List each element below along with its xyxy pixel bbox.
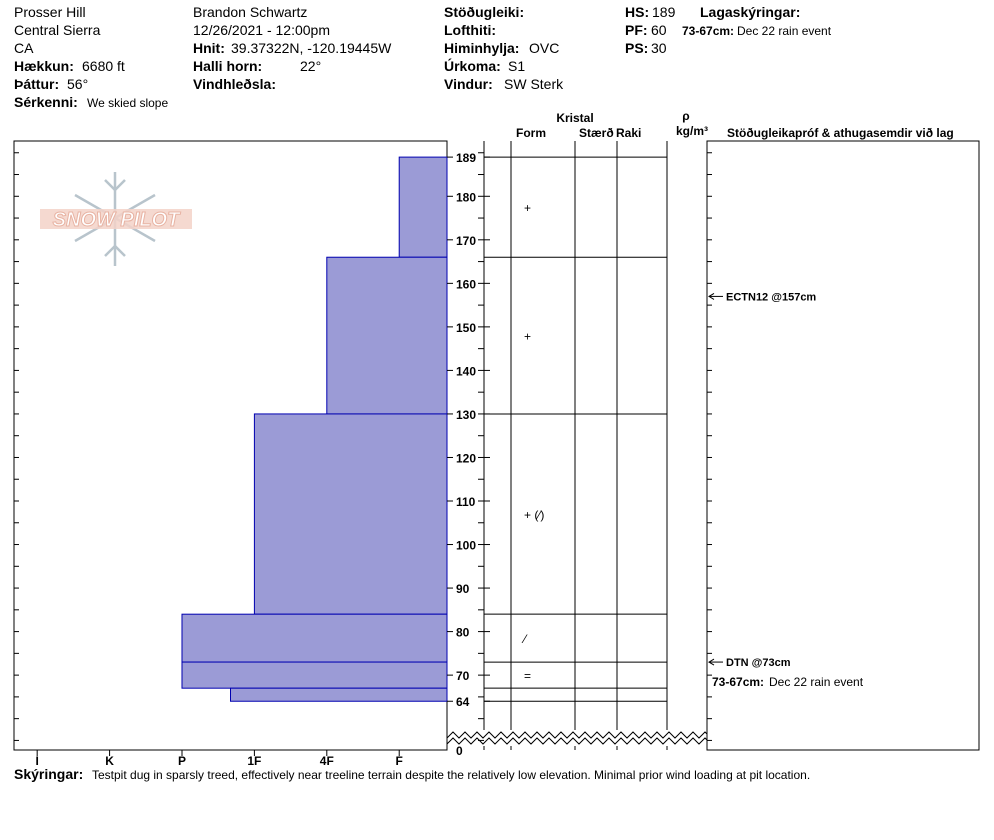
field-value: 22° <box>300 58 321 74</box>
field-value: SW Sterk <box>504 76 564 92</box>
break-mask <box>448 730 706 746</box>
field-label: Lagaskýringar: <box>700 4 800 20</box>
footer-label: Skýringar: <box>14 766 83 782</box>
layer-bar <box>181 661 448 689</box>
comments-frame <box>706 140 980 751</box>
y-tick-label: 170 <box>456 234 476 248</box>
layer-bar <box>181 613 448 663</box>
field-label: HS: <box>625 4 649 20</box>
y-tick-label: 150 <box>456 321 476 335</box>
field-value: 30 <box>651 40 667 56</box>
y-tick-label: 160 <box>456 277 476 291</box>
x-tick-label: I <box>35 754 38 768</box>
y-tick-label: 189 <box>456 151 476 165</box>
grain-form: + (⁄) <box>524 508 544 522</box>
grain-form: + <box>524 330 531 344</box>
field-value: 60 <box>651 22 667 38</box>
layer-bar <box>398 156 448 258</box>
test-label: DTN @73cm <box>726 657 791 669</box>
field-label: Vindhleðsla: <box>193 76 276 92</box>
layer-bar <box>230 687 448 702</box>
y-tick-label: 130 <box>456 408 476 422</box>
y-tick-label: 100 <box>456 539 476 553</box>
logo-text: SNOW PILOT <box>53 209 181 231</box>
x-tick-label: K <box>105 754 114 768</box>
field-label: Himinhylja: <box>444 40 519 56</box>
y-tick-label: 70 <box>456 669 470 683</box>
layer-bar <box>253 413 448 615</box>
y-tick-label: 110 <box>456 495 476 509</box>
y-tick-label: 0 <box>456 744 463 758</box>
field-label: Vindur: <box>444 76 493 92</box>
field-value: 56° <box>67 76 88 92</box>
note-text: Dec 22 rain event <box>769 675 864 689</box>
field-label: Hnit: <box>193 40 225 56</box>
field-label: Hækkun: <box>14 58 74 74</box>
location: CA <box>14 40 34 56</box>
note-range: 73-67cm: <box>712 675 764 689</box>
footer-text: Testpit dug in sparsly treed, effectivel… <box>92 768 810 782</box>
field-label: Sérkenni: <box>14 94 78 110</box>
grain-form: ⁄ <box>521 632 528 646</box>
field-value: 189 <box>652 4 676 20</box>
test-label: ECTN12 @157cm <box>726 291 816 303</box>
field-value: S1 <box>508 58 525 74</box>
location: Central Sierra <box>14 22 101 38</box>
axis-break <box>446 737 708 745</box>
test-arrowhead <box>708 658 715 666</box>
y-tick-label: 180 <box>456 190 476 204</box>
y-tick-label: 90 <box>456 582 470 596</box>
x-tick-label: F <box>396 754 403 768</box>
note-text: Dec 22 rain event <box>737 24 832 38</box>
x-tick-label: P <box>178 754 186 768</box>
axis-break <box>446 731 708 739</box>
grain-form: + <box>524 201 531 215</box>
grain-form: = <box>524 669 531 683</box>
column-header: Kristal <box>556 111 593 125</box>
column-header: Raki <box>616 126 641 140</box>
logo-band <box>40 209 192 229</box>
x-tick-label: 1F <box>247 754 261 768</box>
y-tick-label: 80 <box>456 626 470 640</box>
field-label: Úrkoma: <box>444 57 501 74</box>
field-value: OVC <box>529 40 559 56</box>
field-label: PS: <box>625 40 648 56</box>
field-label: Lofthiti: <box>444 22 496 38</box>
y-tick-label: 64 <box>456 695 470 709</box>
layer-bar <box>326 256 448 415</box>
column-header: ρ <box>682 109 689 123</box>
field-label: Stöðugleiki: <box>444 4 524 20</box>
column-header: Form <box>516 126 546 140</box>
field-label: Þáttur: <box>14 76 59 92</box>
observer: Brandon Schwartz <box>193 4 307 20</box>
location: Prosser Hill <box>14 4 86 20</box>
column-header: kg/m³ <box>676 124 708 138</box>
field-value: 6680 ft <box>82 58 125 74</box>
field-label: Halli horn: <box>193 58 262 74</box>
y-tick-label: 120 <box>456 451 476 465</box>
note-range: 73-67cm: <box>682 24 734 38</box>
test-arrowhead <box>708 292 715 300</box>
field-label: PF: <box>625 22 648 38</box>
column-header: Stærð <box>579 126 614 140</box>
x-tick-label: 4F <box>320 754 334 768</box>
y-tick-label: 140 <box>456 364 476 378</box>
column-header: Stöðugleikapróf & athugasemdir við lag <box>727 126 954 140</box>
field-value: We skied slope <box>87 96 168 110</box>
field-value: 39.37322N, -120.19445W <box>231 40 392 56</box>
datetime: 12/26/2021 - 12:00pm <box>193 22 330 38</box>
